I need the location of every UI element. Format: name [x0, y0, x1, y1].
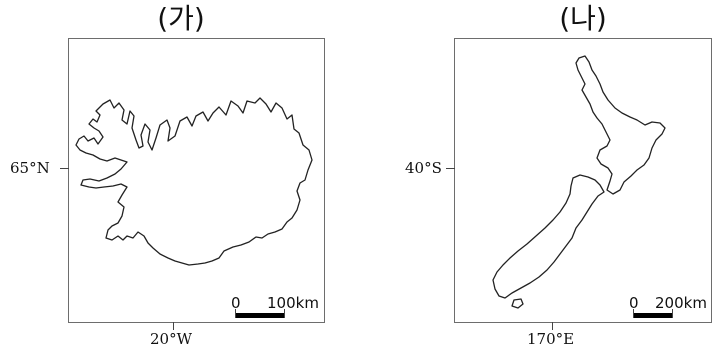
south-island-coastline — [492, 174, 605, 299]
scale-bar-b — [633, 313, 673, 318]
longitude-label-a: 20°W — [150, 330, 193, 348]
stewart-island-coastline — [511, 298, 524, 309]
latitude-tick-a — [60, 168, 69, 170]
latitude-label-a: 65°N — [10, 159, 50, 177]
longitude-tick-a — [173, 322, 175, 330]
scale-bar-a-right-end — [284, 309, 286, 318]
map-frame-a — [68, 38, 325, 323]
panel-a-label: (가) — [157, 2, 205, 35]
map-frame-b — [454, 38, 712, 323]
scale-distance-a: 100km — [267, 294, 319, 312]
scale-bar-a — [235, 313, 285, 318]
latitude-label-b: 40°S — [405, 159, 442, 177]
longitude-label-b: 170°E — [527, 330, 575, 348]
north-island-coastline — [575, 55, 666, 195]
panel-b-label: (나) — [559, 2, 607, 35]
latitude-tick-b — [446, 168, 455, 170]
scale-bar-b-left-end — [633, 309, 635, 318]
scale-bar-b-right-end — [672, 309, 674, 318]
scale-zero-b: 0 — [629, 294, 639, 312]
scale-bar-a-left-end — [235, 309, 237, 318]
scale-distance-b: 200km — [655, 294, 707, 312]
iceland-coastline — [75, 97, 313, 266]
longitude-tick-b — [552, 322, 554, 330]
scale-zero-a: 0 — [231, 294, 241, 312]
